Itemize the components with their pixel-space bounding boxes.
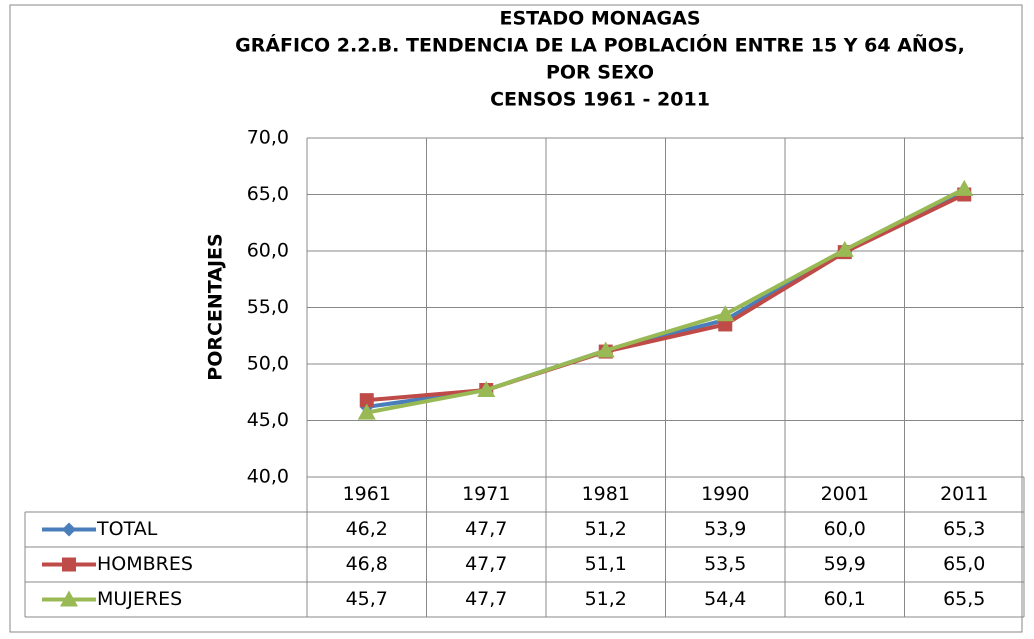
y-tick-label: 55,0	[247, 296, 289, 318]
legend-label: MUJERES	[97, 588, 182, 610]
marker	[716, 305, 735, 322]
table-value: 53,9	[704, 518, 746, 540]
y-tick-label: 50,0	[247, 353, 289, 375]
x-tick-label: 1981	[582, 483, 630, 505]
legend-label: HOMBRES	[97, 553, 193, 575]
table-value: 47,7	[465, 553, 507, 575]
marker	[955, 179, 974, 196]
table-value: 65,5	[943, 588, 985, 610]
y-tick-label: 45,0	[247, 409, 289, 431]
chart-title: CENSOS 1961 - 2011	[490, 89, 710, 111]
legend-marker	[62, 522, 76, 537]
table-value: 47,7	[465, 588, 507, 610]
legend-label: TOTAL	[96, 518, 158, 540]
y-tick-label: 60,0	[247, 240, 289, 262]
table-value: 59,9	[824, 553, 866, 575]
chart-title: GRÁFICO 2.2.B. TENDENCIA DE LA POBLACIÓN…	[235, 33, 965, 57]
x-tick-label: 1961	[343, 483, 391, 505]
legend-marker	[60, 590, 78, 607]
marker	[477, 380, 496, 397]
chart-border	[9, 4, 1023, 633]
marker	[357, 403, 376, 420]
marker	[835, 240, 854, 257]
table-value: 60,0	[824, 518, 866, 540]
marker	[359, 393, 374, 408]
chart-title: ESTADO MONAGAS	[499, 8, 700, 30]
y-tick-label: 70,0	[247, 127, 289, 149]
table-value: 65,0	[943, 553, 985, 575]
x-tick-label: 2001	[821, 483, 869, 505]
chart-title: POR SEXO	[546, 62, 654, 84]
table-value: 46,2	[346, 518, 388, 540]
table-value: 60,1	[824, 588, 866, 610]
table-value: 54,4	[704, 588, 746, 610]
table-value: 53,5	[704, 553, 746, 575]
table-value: 47,7	[465, 518, 507, 540]
x-tick-label: 1971	[462, 483, 510, 505]
y-tick-label: 65,0	[247, 183, 289, 205]
table-value: 51,1	[585, 553, 627, 575]
series-line	[366, 187, 966, 415]
series-line	[366, 192, 966, 403]
y-axis-label: PORCENTAJES	[205, 233, 227, 380]
x-tick-label: 2011	[940, 483, 988, 505]
y-tick-label: 40,0	[247, 466, 289, 488]
x-tick-label: 1990	[701, 483, 749, 505]
table-value: 51,2	[585, 518, 627, 540]
marker	[596, 341, 615, 358]
legend-marker	[62, 557, 76, 572]
table-value: 45,7	[346, 588, 388, 610]
table-value: 51,2	[585, 588, 627, 610]
table-value: 65,3	[943, 518, 985, 540]
table-value: 46,8	[346, 553, 388, 575]
